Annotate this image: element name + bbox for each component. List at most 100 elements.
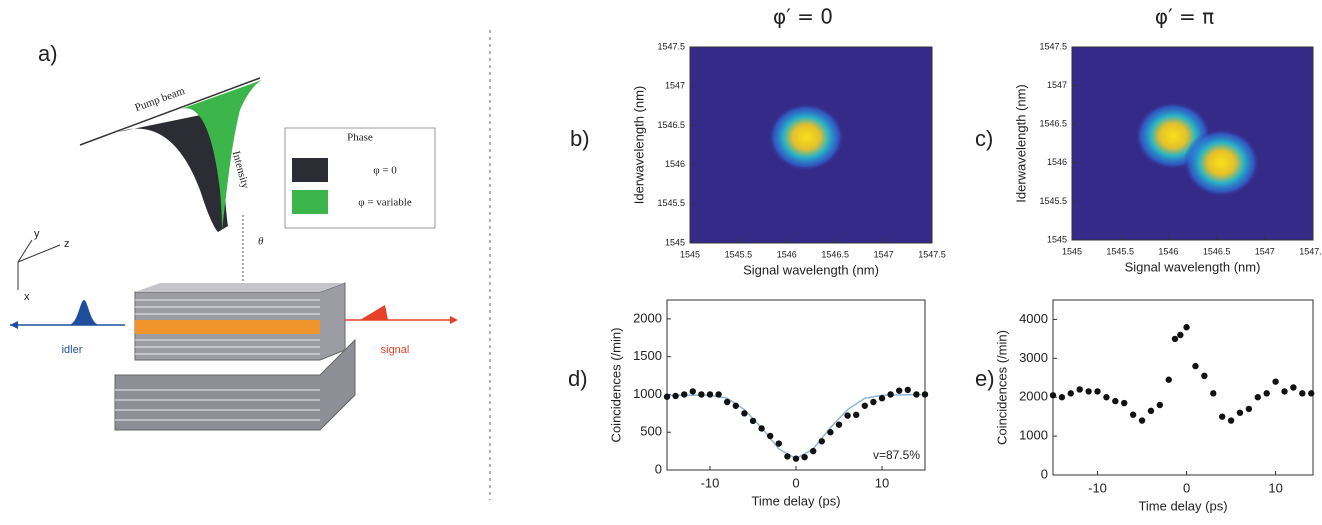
data-point (767, 432, 774, 440)
plot-area (1052, 299, 1314, 476)
core-layer (135, 320, 320, 334)
data-point (689, 388, 696, 395)
axis-x: x (24, 291, 30, 303)
x-tick-label: 10 (875, 475, 889, 490)
x-tick-label: 1546.5 (821, 249, 849, 259)
x-tick-label: 1545.5 (725, 249, 753, 259)
data-point (1067, 390, 1075, 397)
y-tick-label: 1547.5 (657, 41, 685, 51)
x-tick-label: 1546 (1158, 246, 1178, 256)
x-tick-label: 1547 (1255, 246, 1275, 256)
legend-swatch (292, 158, 328, 182)
panel-label: e) (975, 366, 995, 391)
x-tick-label: 0 (792, 475, 799, 490)
data-point (1272, 378, 1279, 385)
chart-title: φ′ = π (1155, 5, 1214, 29)
legend-title: Phase (347, 132, 373, 144)
data-point (853, 411, 860, 419)
substrate (114, 338, 356, 431)
data-point (1112, 397, 1119, 405)
data-point (1299, 390, 1306, 397)
data-point (887, 391, 894, 398)
panel-label: a) (38, 41, 58, 66)
beam-green (178, 80, 262, 230)
data-point (1192, 362, 1199, 370)
y-tick-label: 1000 (633, 386, 662, 401)
beam-label: Pump beam (133, 85, 187, 114)
data-point (1138, 417, 1146, 424)
data-point (1103, 394, 1110, 401)
panel-a: a) Pump beam Intensity θ Phase φ = 0 φ =… (10, 41, 458, 431)
y-tick-label: 0 (655, 461, 662, 476)
beam-axis (79, 77, 261, 146)
data-point (1281, 388, 1288, 395)
data-point (818, 438, 825, 445)
arrow-head (450, 316, 458, 324)
idler-pulse (68, 300, 100, 325)
x-tick-label: 1546.5 (1203, 246, 1231, 256)
data-point (1165, 376, 1172, 383)
data-point (1049, 392, 1057, 399)
axis-y: y (34, 228, 40, 240)
data-point (1263, 390, 1270, 397)
x-tick-label: 1545.5 (1106, 246, 1134, 256)
data-point (1058, 394, 1066, 401)
data-point (844, 412, 851, 419)
axis-z: z (64, 238, 70, 250)
data-point (870, 398, 877, 406)
data-point (827, 429, 834, 436)
arrow-head (10, 321, 18, 329)
data-point (896, 387, 903, 394)
data-point (672, 392, 679, 400)
x-tick-label: 1547.5 (918, 249, 946, 259)
legend-entry: φ = variable (358, 197, 412, 209)
y-axis-label: Iderwavelength (nm) (631, 86, 646, 205)
x-tick-label: 1547 (874, 249, 894, 259)
data-point (1218, 413, 1226, 420)
data-point (835, 421, 843, 428)
y-tick-label: 1500 (633, 348, 662, 363)
data-point (1290, 384, 1297, 391)
data-point (801, 453, 808, 461)
theta: θ (258, 236, 264, 248)
data-point (1183, 324, 1190, 331)
data-point (913, 391, 920, 398)
intensity-peak (1183, 128, 1260, 197)
data-point (1227, 417, 1235, 424)
panel-label: d) (568, 366, 588, 391)
y-tick-label: 4000 (1019, 311, 1048, 326)
legend-swatch (292, 190, 328, 214)
data-point (1076, 386, 1083, 393)
data-point (792, 455, 800, 462)
data-point (861, 402, 868, 409)
y-axis-label: Coincidences (/min) (608, 328, 623, 443)
y-tick-label: 1546.5 (1039, 119, 1067, 129)
panel-label: b) (570, 126, 590, 151)
intensity-label: Intensity (230, 150, 252, 191)
data-point (706, 391, 714, 398)
data-point (1236, 409, 1244, 416)
y-tick-label: 1545.5 (1039, 196, 1067, 206)
plot-area (666, 299, 926, 471)
chart-title: φ′ = 0 (773, 5, 833, 29)
y-tick-label: 1547 (665, 81, 685, 91)
data-point (878, 395, 886, 402)
y-tick-label: 0 (1041, 466, 1048, 481)
data-point (775, 440, 782, 447)
data-point (1129, 411, 1137, 418)
x-axis-label: Time delay (ps) (751, 493, 840, 508)
y-tick-label: 2000 (633, 310, 662, 325)
y-axis-label: Coincidences (/min) (994, 330, 1009, 445)
x-tick-label: 1547.5 (1299, 246, 1322, 256)
beam-dark (118, 110, 228, 232)
data-point (810, 447, 817, 455)
stack-top (135, 283, 345, 292)
data-point (1254, 394, 1261, 401)
data-point (681, 391, 688, 398)
data-point (1094, 388, 1101, 395)
data-point (921, 391, 929, 398)
panel-label: c) (975, 126, 993, 151)
data-point (741, 410, 748, 417)
y-tick-label: 1547.5 (1039, 41, 1067, 51)
